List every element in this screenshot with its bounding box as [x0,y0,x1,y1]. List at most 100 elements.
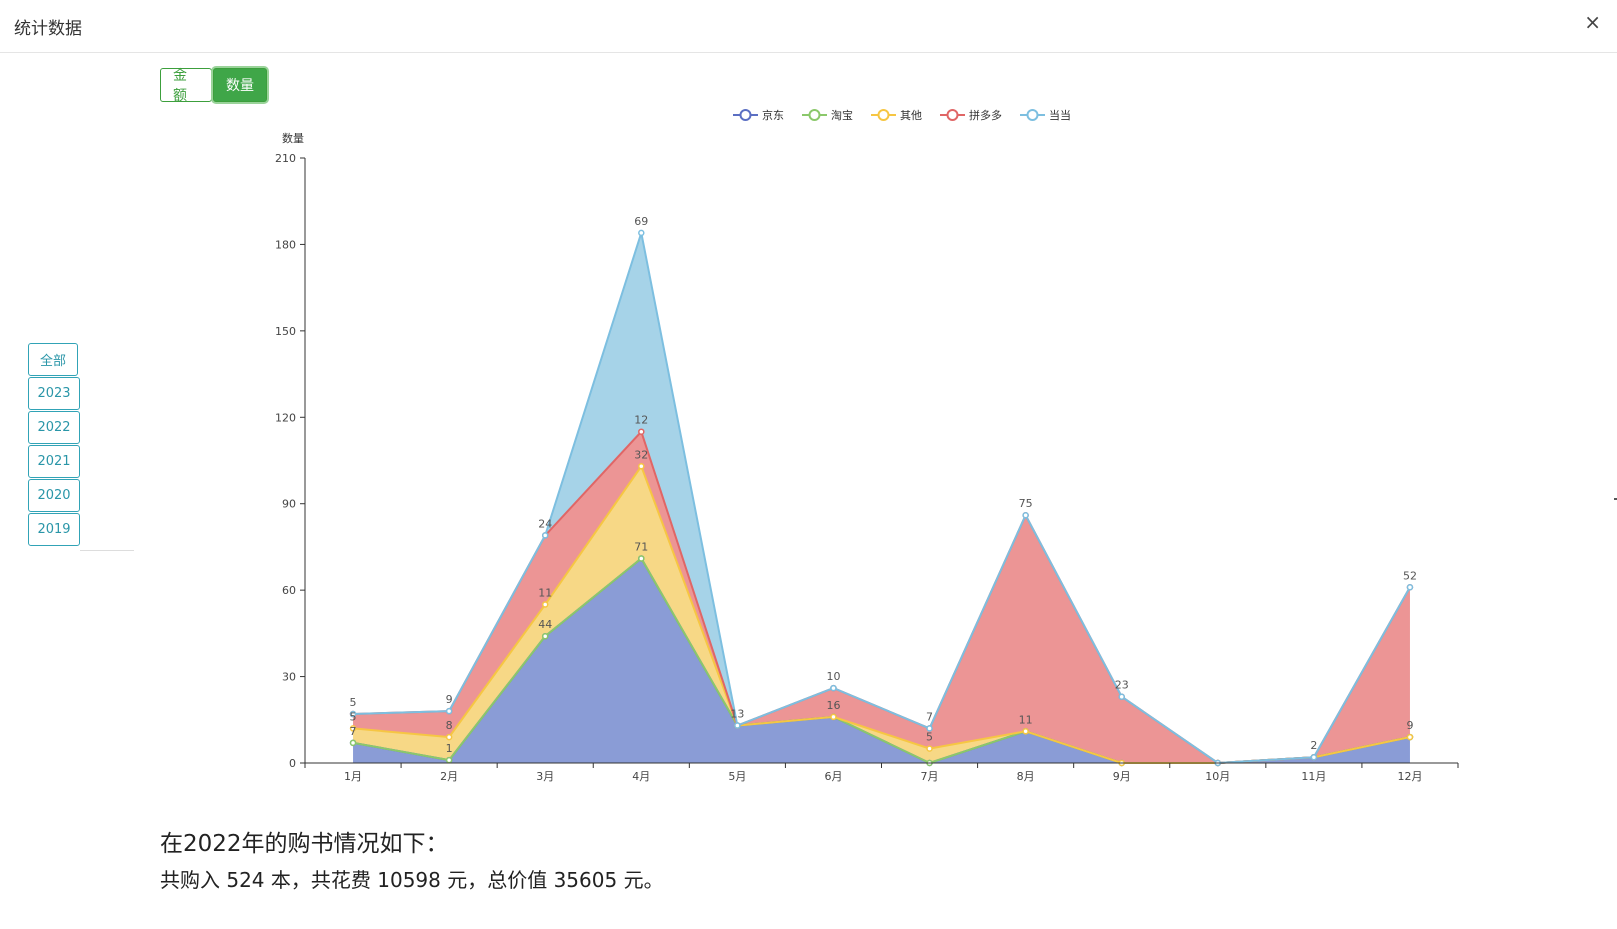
data-point [1406,584,1414,591]
scrollbar[interactable] [1614,498,1617,500]
data-label: 11 [1019,713,1033,726]
data-label: 2 [1310,739,1317,752]
data-label: 52 [1403,569,1417,582]
data-point [541,532,549,539]
x-tick-label: 4月 [632,770,650,783]
data-point [926,725,933,732]
metric-toggle: 金额 数量 [160,68,267,104]
x-tick-label: 11月 [1301,770,1326,783]
amount-button[interactable]: 金额 [160,68,212,104]
data-label: 5 [350,696,357,709]
data-label: 7 [350,725,357,738]
year-selector: 全部 2023 2022 2021 2020 2019 [28,343,80,547]
area-其他 [353,466,1410,763]
data-label: 69 [634,215,648,228]
data-point [638,229,645,237]
legend-label-淘宝: 淘宝 [831,108,853,122]
data-point [445,707,453,715]
x-tick-label: 2月 [440,770,458,783]
data-point [1022,511,1029,519]
year-button-2021[interactable]: 2021 [28,445,80,478]
data-point [349,739,357,747]
year-button-2022[interactable]: 2022 [28,411,80,444]
data-point [541,632,549,640]
y-tick-label: 60 [282,584,296,597]
x-tick-label: 8月 [1017,770,1035,783]
data-point [541,601,549,608]
data-label: 1 [446,742,453,755]
y-tick-label: 30 [282,671,296,684]
data-label: 32 [634,448,648,461]
y-tick-label: 0 [289,757,296,770]
legend-swatch-marker [739,109,752,121]
data-point [445,733,453,741]
y-tick-label: 180 [275,238,296,251]
divider [80,550,134,551]
legend-swatch-marker [808,109,821,121]
data-label: 24 [538,517,552,530]
data-point [830,713,837,721]
data-label: 71 [634,540,648,553]
year-button-2023[interactable]: 2023 [28,377,80,410]
y-tick-label: 90 [282,498,296,511]
data-label: 23 [1115,679,1129,692]
legend-swatch-marker [877,109,890,121]
x-tick-label: 12月 [1397,770,1422,783]
x-tick-label: 7月 [921,770,939,783]
year-button-all[interactable]: 全部 [28,343,78,376]
series-line-当当 [353,232,1411,765]
data-label: 5 [926,731,933,744]
y-tick-label: 210 [275,152,296,165]
data-label: 10 [826,670,840,683]
y-axis-title: 数量 [282,132,304,145]
summary-heading: 在2022年的购书情况如下： [160,831,449,857]
data-point [734,722,741,729]
data-point [1022,728,1029,735]
dialog-header: 统计数据 × [0,0,1617,53]
summary: 在2022年的购书情况如下： 共购入 524 本，共花费 10598 元，总价值… [160,824,664,893]
area-当当 [353,232,1410,763]
count-button[interactable]: 数量 [213,68,267,102]
legend-swatch-marker [946,109,959,121]
area-京东 [353,558,1410,763]
x-tick-label: 5月 [728,770,746,783]
legend-label-拼多多: 拼多多 [969,108,1002,122]
stacked-area-chart: 0306090120150180210数量7144711316112958113… [275,108,1459,783]
legend-swatch-marker [1026,109,1039,121]
legend: 京东 淘宝 其他 拼多多 当当 [733,108,1071,122]
data-point [1118,693,1125,700]
data-point [830,684,837,692]
dialog-title: 统计数据 [14,19,82,39]
legend-label-京东: 京东 [762,108,784,122]
data-label: 5 [350,710,357,723]
data-label: 11 [538,587,552,600]
data-label: 9 [1406,719,1413,732]
summary-detail: 共购入 524 本，共花费 10598 元，总价值 35605 元。 [160,868,664,892]
data-point [349,725,357,732]
data-label: 8 [446,719,453,732]
data-point [638,463,645,470]
data-point [638,555,645,562]
x-tick-label: 10月 [1205,770,1230,783]
x-tick-label: 9月 [1113,770,1131,783]
year-button-2019[interactable]: 2019 [28,513,80,546]
data-point [445,756,453,764]
data-label: 16 [826,699,840,712]
data-label: 9 [446,693,453,706]
data-label: 44 [538,618,552,631]
data-label: 13 [730,708,744,721]
legend-label-当当: 当当 [1049,108,1071,122]
data-label: 7 [926,710,933,723]
x-tick-label: 1月 [344,770,362,783]
data-point [638,428,645,435]
data-label: 12 [634,414,648,427]
x-tick-label: 3月 [536,770,554,783]
data-point [349,710,357,718]
data-label: 75 [1019,497,1033,510]
close-icon[interactable]: × [1584,10,1601,34]
year-button-2020[interactable]: 2020 [28,479,80,512]
y-tick-label: 150 [275,325,296,338]
x-tick-label: 6月 [824,770,842,783]
y-tick-label: 120 [275,411,296,424]
data-point [1406,733,1414,741]
